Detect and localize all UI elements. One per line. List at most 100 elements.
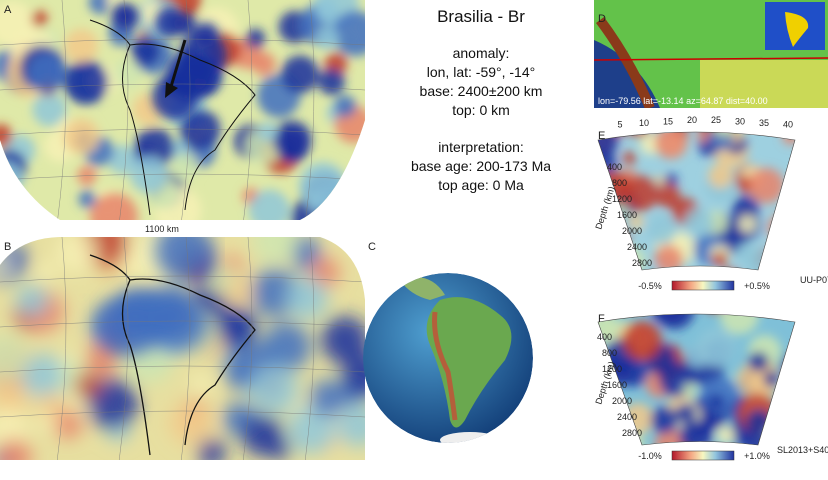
anomaly-blob — [15, 284, 49, 318]
anomaly-blob — [63, 59, 109, 105]
anomaly-blob — [684, 208, 714, 237]
colorbar-min: -1.0% — [638, 451, 662, 461]
graticule — [0, 83, 365, 91]
coastline — [89, 19, 256, 216]
anomaly-blob — [88, 0, 113, 15]
anomaly-blob — [0, 124, 13, 148]
anomaly-blob — [27, 53, 67, 93]
graticule — [0, 320, 365, 328]
x-tick-label: 15 — [663, 116, 673, 126]
anomaly-blob — [709, 132, 734, 151]
colorbar-min: -0.5% — [638, 281, 662, 291]
globe — [363, 273, 533, 443]
anomaly-blob — [643, 263, 660, 270]
anomaly-blob — [598, 403, 616, 437]
anomaly-blob — [225, 278, 253, 305]
graticule — [0, 128, 365, 136]
graticule — [0, 275, 365, 283]
anomaly-blob — [171, 152, 199, 181]
info-line: lon, lat: -59°, -14° — [427, 64, 535, 80]
x-tick-label: 40 — [783, 119, 793, 129]
graticule — [118, 0, 129, 220]
anomaly-blob — [309, 379, 347, 418]
colorbar-max: +1.0% — [744, 451, 770, 461]
anomaly-blob — [155, 237, 214, 280]
anomaly-blob — [251, 237, 300, 265]
y-tick-label: 400 — [597, 332, 612, 342]
map-b — [0, 237, 365, 460]
info-line: base: 2400±200 km — [420, 83, 543, 99]
anomaly-blob — [719, 314, 759, 335]
anomaly-blob — [748, 167, 785, 204]
y-tick-label: 800 — [602, 348, 617, 358]
anomaly-blob — [193, 22, 219, 48]
anomaly-blob — [316, 26, 340, 50]
anomaly-blob — [245, 28, 266, 49]
graticule — [242, 237, 253, 460]
map-a — [0, 0, 365, 220]
anomaly-blob — [738, 214, 757, 234]
panel-letter: E — [598, 130, 605, 142]
title: Brasilia - Br — [437, 7, 525, 26]
x-tick-label: 20 — [687, 115, 697, 125]
y-tick-label: 2800 — [622, 428, 642, 438]
info-line: top age: 0 Ma — [438, 177, 524, 193]
anomaly-blob — [281, 55, 319, 94]
anomaly-blob — [89, 192, 138, 220]
graticule — [242, 0, 253, 220]
anomaly-blob — [746, 249, 780, 270]
y-tick-label: 2000 — [622, 226, 642, 236]
anomaly-blob — [248, 189, 290, 220]
anomaly-blob — [655, 183, 681, 209]
anomaly-blob — [241, 414, 284, 457]
anomaly-blob — [32, 92, 67, 127]
anomaly-blob — [601, 132, 628, 138]
anomaly-blob — [763, 371, 780, 388]
graticule — [56, 237, 67, 460]
x-tick-label: 5 — [617, 119, 622, 129]
anomaly-blob — [774, 233, 795, 269]
anomaly-blob — [664, 173, 678, 187]
anomaly-blob — [712, 252, 728, 268]
y-tick-label: 2400 — [617, 412, 637, 422]
anomaly-blob — [723, 294, 741, 312]
anomaly-blob — [35, 261, 56, 282]
anomaly-blob — [0, 438, 32, 460]
anomaly-blob — [622, 320, 663, 361]
anomaly-blob — [150, 294, 208, 352]
anomaly-blob — [38, 413, 57, 433]
info-line: interpretation: — [438, 139, 524, 155]
anomaly-blob — [299, 162, 347, 210]
anomaly-blob — [647, 214, 678, 245]
y-tick-label: 1600 — [607, 380, 627, 390]
graticule — [0, 173, 365, 181]
x-tick-label: 35 — [759, 118, 769, 128]
graticule — [0, 410, 365, 418]
anomaly-blob — [709, 394, 724, 409]
anomaly-blob — [598, 314, 616, 341]
anomaly-blob — [622, 151, 636, 165]
anomaly-blob — [336, 404, 365, 447]
anomaly-blob — [748, 351, 769, 372]
anomaly-blob — [650, 314, 686, 325]
anomaly-blob — [651, 293, 671, 313]
graticule — [56, 0, 67, 220]
anomaly-blob — [197, 438, 226, 460]
anomaly-blob — [112, 289, 155, 333]
y-tick-label: 1200 — [602, 364, 622, 374]
anomaly-blob — [216, 306, 258, 348]
anomaly-blob — [696, 132, 710, 143]
anomaly-blob — [675, 402, 696, 424]
anomaly-blob — [190, 373, 213, 396]
y-tick-label: 2000 — [612, 396, 632, 406]
anomaly-blob — [107, 144, 138, 175]
graticule — [118, 237, 129, 460]
anomaly-blob — [342, 352, 365, 397]
panel-letter: D — [598, 13, 606, 25]
anomaly-blob — [317, 0, 339, 19]
info-line: anomaly: — [453, 45, 510, 61]
anomaly-blob — [63, 118, 100, 155]
anomaly-blob — [78, 190, 97, 209]
anomaly-blob — [318, 68, 345, 96]
